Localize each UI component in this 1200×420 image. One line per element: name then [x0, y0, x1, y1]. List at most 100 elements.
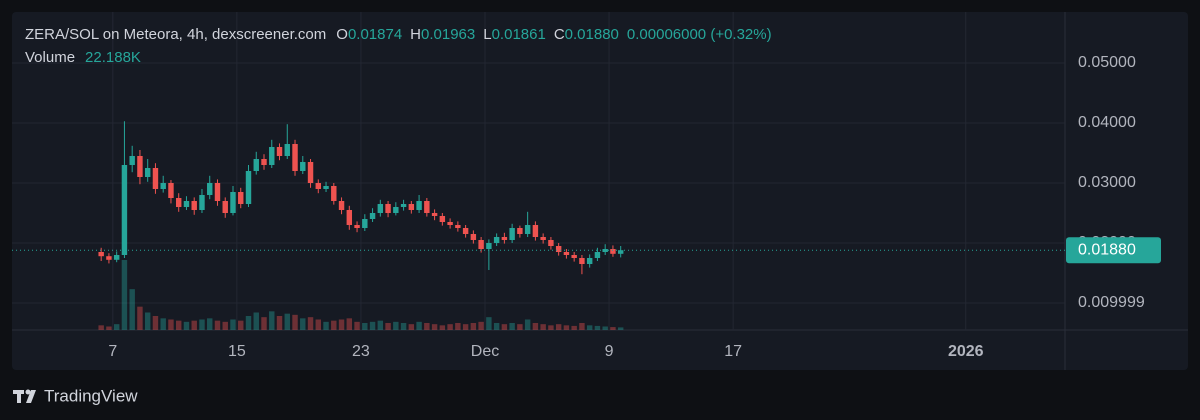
candle-body: [362, 219, 368, 228]
volume-bar: [160, 318, 166, 330]
candle-body: [377, 204, 384, 213]
volume-bar: [532, 323, 539, 330]
volume-bar: [385, 323, 391, 330]
candle-body: [129, 156, 135, 165]
logo-part: [26, 390, 36, 403]
volume-bar: [106, 326, 112, 330]
x-tick-label: 7: [108, 343, 117, 360]
y-tick-label: 0.04000: [1078, 114, 1136, 131]
volume-bar: [168, 319, 174, 330]
volume-bar: [617, 327, 624, 330]
candle-body: [594, 252, 601, 258]
candle-body: [385, 204, 391, 213]
candle-body: [486, 243, 492, 249]
volume-bar: [493, 323, 500, 330]
volume-bar: [292, 314, 298, 330]
candle-body: [524, 225, 531, 234]
volume-bar: [486, 317, 492, 330]
candle-body: [354, 225, 360, 228]
legend-value: 0.01963: [421, 26, 475, 43]
volume-bar: [362, 323, 368, 330]
volume-bar: [175, 320, 182, 330]
volume-bar: [207, 318, 213, 330]
candle-body: [175, 198, 182, 207]
legend-key: O: [336, 26, 348, 43]
volume-bar: [129, 289, 135, 330]
candle-body: [222, 201, 228, 213]
x-tick-label: 17: [724, 343, 742, 360]
volume-bar: [610, 327, 616, 330]
volume-bar: [501, 324, 508, 330]
candle-body: [416, 201, 422, 210]
candle-body: [602, 249, 608, 252]
legend-key: L: [483, 26, 491, 43]
volume-bar: [222, 321, 228, 330]
volume-bar: [416, 321, 422, 330]
volume-bar: [191, 320, 197, 330]
legend-value: 0.01880: [565, 26, 619, 43]
volume-bar: [98, 325, 104, 330]
volume-bar: [331, 320, 337, 330]
volume-bar: [276, 316, 283, 330]
y-tick-label: 0.05000: [1078, 54, 1136, 71]
volume-bar: [323, 321, 329, 330]
candle-body: [579, 258, 585, 264]
candle-body: [191, 201, 197, 210]
candle-body: [439, 216, 446, 222]
volume-bar: [439, 325, 446, 330]
candle-body: [207, 183, 213, 195]
volume-bar: [315, 319, 321, 330]
volume-bar: [121, 260, 128, 330]
volume-label: Volume: [25, 49, 75, 66]
volume-bar: [238, 320, 244, 330]
candle-body: [424, 201, 430, 213]
candle-body: [284, 144, 290, 156]
volume-bar: [354, 321, 360, 330]
candle-body: [276, 147, 283, 156]
labels: 0.050000.040000.030000.020000.0099997152…: [108, 54, 1161, 360]
candle-body: [183, 201, 190, 207]
volume-bar: [594, 325, 601, 330]
volume-bar: [400, 323, 407, 330]
volume-bar: [113, 324, 120, 330]
volume-bar: [199, 319, 205, 330]
candle-body: [548, 240, 554, 246]
volume-bar: [455, 323, 461, 330]
volume-bar: [447, 324, 453, 330]
y-tick-label: 0.03000: [1078, 174, 1136, 191]
volume-bar: [524, 319, 531, 330]
logo-part: [17, 390, 21, 403]
legend-change: 0.00006000 (+0.32%): [627, 26, 772, 43]
volume-bar: [253, 312, 259, 330]
volume-bar: [307, 317, 314, 330]
volume-bar: [424, 323, 430, 330]
candle-body: [532, 225, 539, 237]
candle-body: [400, 204, 407, 207]
brand-logo: [13, 389, 36, 403]
legend-value: 0.01874: [348, 26, 402, 43]
chart-title: ZERA/SOL on Meteora, 4h, dexscreener.com: [25, 26, 326, 43]
volume-bar: [602, 326, 608, 330]
volume-bar: [245, 316, 252, 330]
candle-body: [517, 228, 523, 234]
candle-body: [563, 252, 570, 255]
candle-body: [447, 222, 453, 225]
candle-body: [245, 171, 252, 204]
candle-body: [323, 186, 329, 189]
candle-body: [168, 183, 174, 198]
y-tick-label: 0.009999: [1078, 294, 1145, 311]
candle-body: [253, 159, 259, 171]
candle-body: [571, 255, 577, 258]
volume-bar: [393, 321, 399, 330]
x-tick-label: 2026: [948, 343, 984, 360]
volume-bar: [408, 324, 415, 330]
volume-bar: [540, 324, 546, 330]
volume-bar: [478, 321, 484, 330]
candle-body: [431, 213, 438, 216]
brand-name: TradingView: [44, 386, 138, 405]
volume-bar: [144, 312, 151, 330]
chart-panel: [12, 12, 1188, 370]
x-tick-label: 15: [228, 343, 246, 360]
volume-bar: [579, 323, 585, 330]
